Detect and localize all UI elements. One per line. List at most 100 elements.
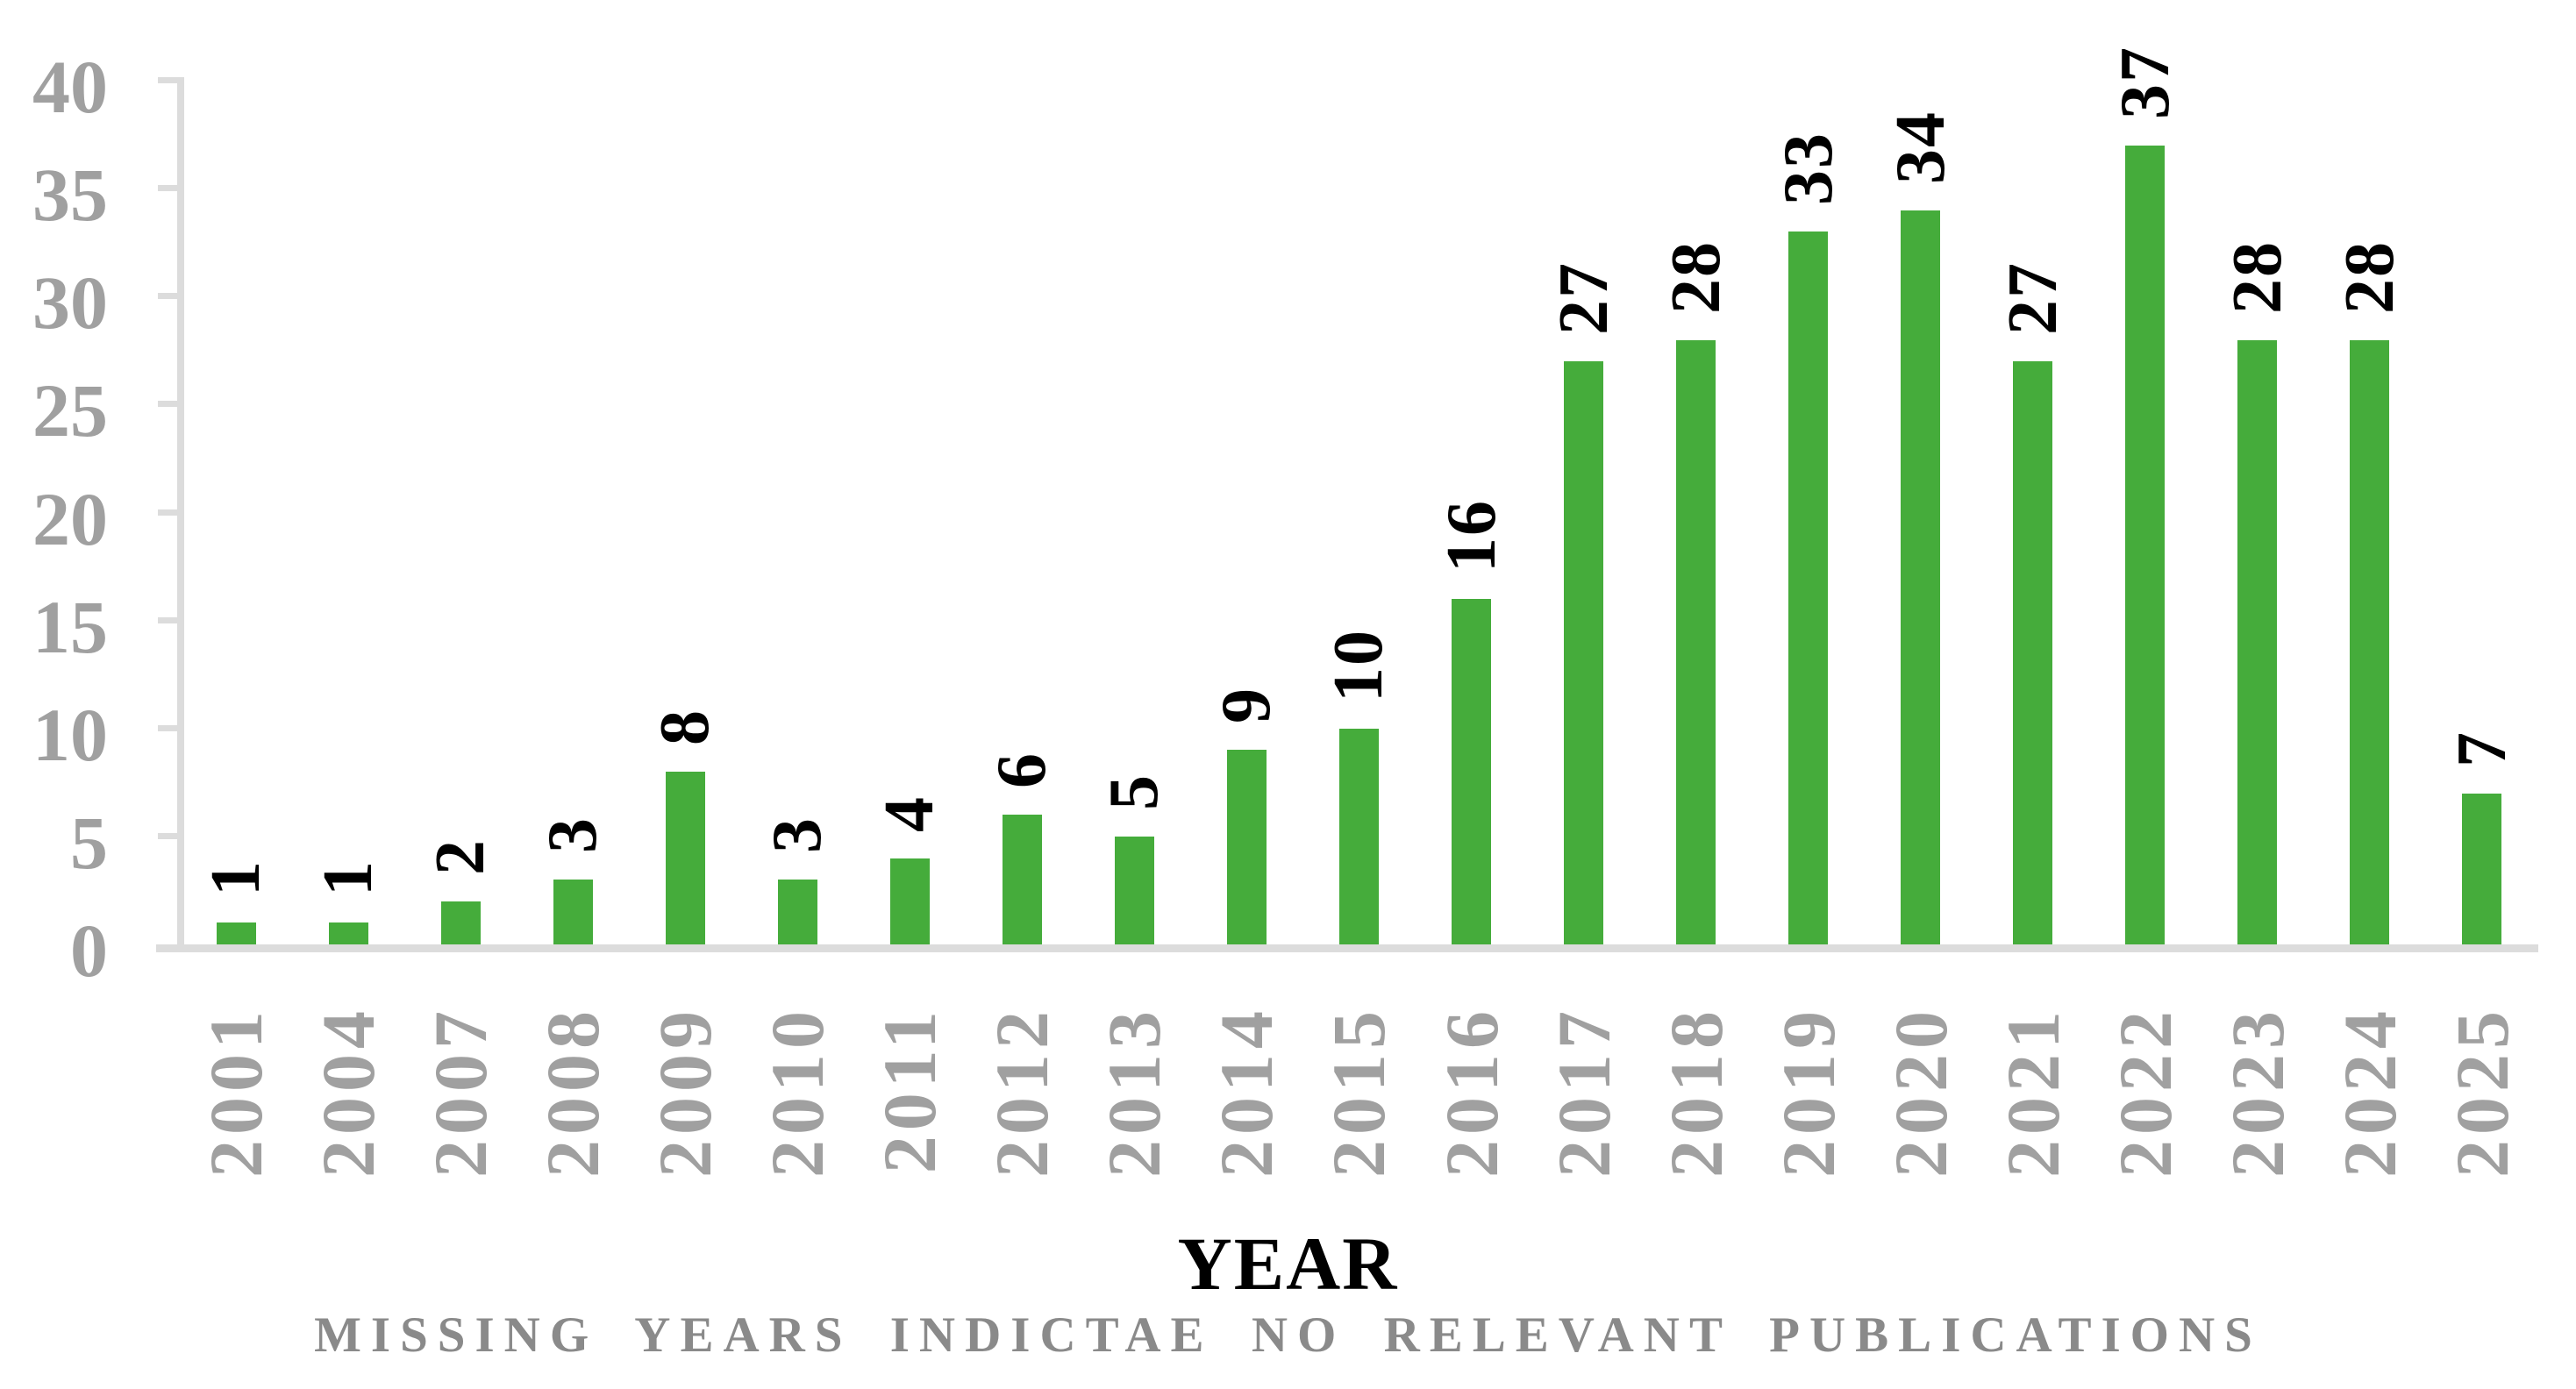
bar [440,901,481,944]
bar [777,880,817,944]
y-axis-tick [158,616,177,623]
bar [216,922,256,944]
y-axis-label: 35 [32,153,108,238]
bar [2125,145,2166,944]
x-slot: 2008 [517,952,629,1178]
bar-slot: 33 [1752,0,1865,944]
bar [2462,793,2502,944]
x-slot: 2020 [1865,952,1977,1178]
x-tick-label: 2024 [2327,1006,2412,1178]
x-slot: 2021 [1977,952,2089,1178]
y-axis-tick [158,401,177,408]
y-axis-label: 20 [32,476,108,561]
bar-slot: 34 [1865,0,1977,944]
bar [1114,836,1154,944]
bar [889,858,930,944]
bar [2013,361,2053,944]
bar-value-label: 9 [1208,687,1286,724]
bar [1226,750,1267,944]
bar [1452,599,1492,944]
bar-slot: 10 [1302,0,1415,944]
y-axis-label: 30 [32,260,108,345]
x-tick-label: 2014 [1204,1006,1289,1178]
bar-slot: 8 [629,0,741,944]
bar-value-label: 27 [1994,261,2072,336]
bar-value-label: 37 [2106,45,2184,119]
plot-area: 1 1 2 3 8 3 4 6 5 9 10 16 27 28 33 34 27 37 28 28 7 [180,0,2538,944]
bar [2237,339,2278,944]
x-tick-label: 2021 [1990,1006,2075,1178]
bar [665,772,705,944]
bar-value-label: 1 [197,859,275,897]
bar-slot: 28 [2314,0,2426,944]
x-slot: 2004 [292,952,404,1178]
x-tick-label: 2012 [980,1006,1065,1178]
bar-value-label: 28 [1657,239,1735,314]
x-tick-label: 2019 [1766,1006,1851,1178]
bar-slot: 2 [404,0,517,944]
bar-value-label: 1 [310,859,388,897]
bar-slot: 37 [2089,0,2201,944]
bar-slot: 1 [180,0,292,944]
x-slot: 2023 [2201,952,2314,1178]
bar-value-label: 28 [2218,239,2296,314]
x-tick-label: 2020 [1878,1006,1963,1178]
bar-slot: 16 [1416,0,1528,944]
bar [553,880,593,944]
x-slot: 2011 [853,952,966,1178]
y-axis-label: 0 [70,908,108,993]
x-slot: 2012 [966,952,1078,1178]
x-slot: 2022 [2089,952,2201,1178]
x-slot: 2025 [2426,952,2538,1178]
bar [1564,361,1604,944]
x-tick-label: 2013 [1092,1006,1177,1178]
x-slot: 2013 [1078,952,1190,1178]
bar-value-label: 7 [2443,730,2521,767]
y-axis-tick [158,724,177,731]
bar [1338,728,1379,944]
y-axis-tick [158,293,177,300]
y-axis: 0 5 10 15 20 25 30 35 40 [0,0,108,1389]
x-tick-label: 2008 [531,1006,616,1178]
bar-value-label: 8 [646,709,724,745]
x-slot: 2017 [1528,952,1640,1178]
x-tick-label: 2023 [2215,1006,2300,1178]
y-axis-label: 40 [32,45,108,129]
x-tick-label: 2015 [1317,1006,1402,1178]
x-axis-line [156,944,2538,952]
bar [1002,815,1042,944]
x-tick-label: 2009 [643,1006,728,1178]
x-slot: 2024 [2314,952,2426,1178]
bar-value-label: 5 [1095,773,1174,810]
x-axis: 2001 2004 2007 2008 2009 2010 2011 2012 2013 2014… [180,952,2538,1178]
bar-value-label: 27 [1545,261,1623,336]
bar [2350,339,2390,944]
footnote: MISSING YEARS INDICTAE NO RELEVANT PUBLI… [314,1307,2262,1363]
bar-slot: 27 [1528,0,1640,944]
bar-slot: 3 [741,0,853,944]
x-slot: 2014 [1190,952,1302,1178]
x-slot: 2010 [741,952,853,1178]
y-axis-label: 10 [32,692,108,777]
x-slot: 2015 [1302,952,1415,1178]
x-tick-label: 2004 [306,1006,391,1178]
x-slot: 2001 [180,952,292,1178]
bar-value-label: 33 [1769,132,1847,206]
x-axis-title: YEAR [1177,1222,1399,1306]
bar-value-label: 34 [1881,110,1959,184]
bar-slot: 1 [292,0,404,944]
bar-slot: 4 [853,0,966,944]
y-axis-label: 25 [32,368,108,453]
bar-slot: 5 [1078,0,1190,944]
x-tick-label: 2017 [1541,1006,1626,1178]
y-axis-tick [158,185,177,192]
bar-slot: 27 [1977,0,2089,944]
y-axis-tick [158,77,177,83]
bar-slot: 9 [1190,0,1302,944]
x-tick-label: 2010 [755,1006,840,1178]
bar-value-label: 4 [871,794,949,832]
y-axis-tick [158,509,177,516]
bar-value-label: 3 [759,816,837,854]
bar-slot: 28 [1640,0,1752,944]
